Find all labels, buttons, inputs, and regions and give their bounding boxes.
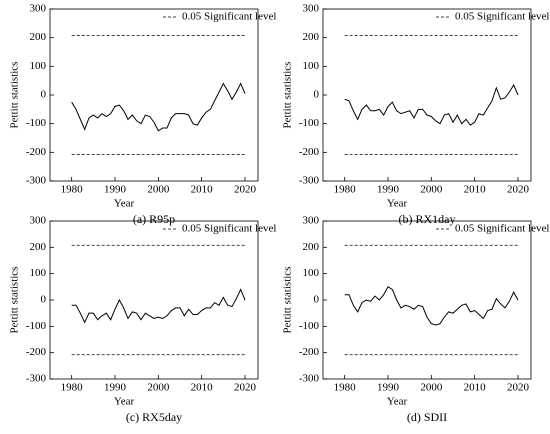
y-tick-label: 200 [30,241,47,253]
x-tick-label: 2010 [191,382,214,394]
y-tick-label: 0 [41,89,47,101]
y-tick-label: 200 [303,241,320,253]
x-tick-label: 1980 [61,382,84,394]
x-tick-label: 2000 [147,382,170,394]
y-tick-label: -200 [26,146,47,158]
x-tick-label: 1990 [104,184,127,196]
plot-frame [49,220,259,380]
y-tick-label: -300 [26,373,47,385]
x-axis-label: Year [387,396,408,408]
y-tick-label: 0 [41,294,47,306]
caption: (c) RX5day [126,410,182,424]
y-tick-label: 100 [303,60,320,72]
x-axis-label: Year [114,198,135,210]
x-tick-label: 2010 [464,184,487,196]
x-tick-label: 2010 [191,184,214,196]
legend-label: 0.05 Significant level [455,11,549,23]
y-tick-label: 200 [303,31,320,43]
plot-frame [322,220,532,380]
y-tick-label: -300 [299,373,320,385]
data-line [71,82,246,132]
y-axis-label: Pettitt statistics [282,267,294,334]
x-tick-label: 1990 [377,184,400,196]
x-tick-label: 1980 [334,184,357,196]
plot-frame [49,8,259,182]
x-tick-label: 1980 [334,382,357,394]
y-tick-label: 300 [30,3,47,15]
x-tick-label: 2000 [420,382,443,394]
x-tick-label: 2010 [464,382,487,394]
data-line [344,83,519,126]
x-tick-label: 2000 [147,184,170,196]
plot-frame [322,8,532,182]
y-axis-label: Pettitt statistics [9,62,21,129]
y-tick-label: -200 [26,346,47,358]
y-tick-label: -100 [26,117,47,129]
data-line [344,286,519,326]
y-tick-label: -200 [299,346,320,358]
data-line [71,288,246,324]
x-tick-label: 2020 [234,382,257,394]
y-tick-label: -100 [299,117,320,129]
x-axis-label: Year [387,198,408,210]
legend-label: 0.05 Significant level [455,223,549,235]
y-tick-label: -300 [299,175,320,187]
y-tick-label: 0 [314,294,320,306]
caption: (b) RX1day [399,212,456,226]
y-tick-label: -100 [299,320,320,332]
y-tick-label: -100 [26,320,47,332]
y-tick-label: 300 [303,215,320,227]
y-tick-label: 0 [314,89,320,101]
x-tick-label: 2000 [420,184,443,196]
x-tick-label: 2020 [507,382,530,394]
y-axis-label: Pettitt statistics [9,267,21,334]
x-tick-label: 1990 [377,382,400,394]
x-tick-label: 2020 [234,184,257,196]
x-tick-label: 2020 [507,184,530,196]
x-tick-label: 1980 [61,184,84,196]
y-tick-label: 200 [30,31,47,43]
y-tick-label: 300 [30,215,47,227]
caption: (d) SDII [407,410,447,424]
y-tick-label: 300 [303,3,320,15]
y-tick-label: -200 [299,146,320,158]
x-axis-label: Year [114,396,135,408]
y-tick-label: -300 [26,175,47,187]
caption: (a) R95p [133,212,175,226]
y-axis-label: Pettitt statistics [282,62,294,129]
y-tick-label: 100 [30,60,47,72]
legend-label: 0.05 Significant level [182,11,276,23]
x-tick-label: 1990 [104,382,127,394]
y-tick-label: 100 [30,267,47,279]
legend-label: 0.05 Significant level [182,223,276,235]
y-tick-label: 100 [303,267,320,279]
